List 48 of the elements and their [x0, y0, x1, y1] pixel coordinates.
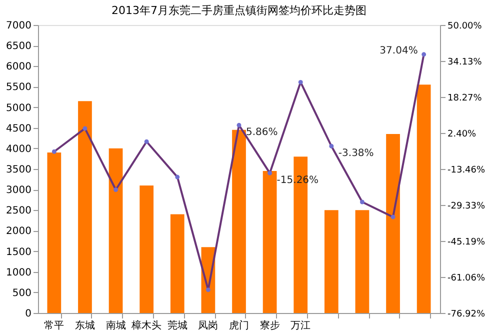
x-tick-label: 万江 [290, 320, 311, 332]
chart-title: 2013年7月东莞二手房重点镇街网签均价环比走势图 [112, 4, 366, 17]
y-tick-label: 4000 [6, 144, 32, 155]
x-tick-label: 寮步 [260, 320, 280, 332]
y2-tick-label: -29.33% [448, 202, 486, 212]
data-label: 37.04% [380, 45, 418, 56]
y-tick-label: 7000 [6, 20, 32, 32]
data-label: -3.38% [338, 148, 374, 160]
x-tick-label: 常平 [44, 320, 64, 332]
y2-tick-label: -61.06% [448, 274, 486, 284]
y2-tick-label: 50.00% [448, 22, 482, 32]
x-tick-label: 莞城 [167, 320, 188, 332]
bar [324, 210, 338, 313]
y-tick-label: 5000 [6, 102, 32, 114]
y-tick-label: 2000 [6, 226, 32, 238]
bar [140, 185, 154, 313]
y2-tick-label: 18.27% [448, 94, 482, 104]
y-tick-label: 5500 [6, 82, 32, 94]
y-tick-label: 4500 [6, 123, 32, 134]
bar [108, 148, 123, 313]
y-tick-label: 1000 [6, 267, 32, 278]
bar [386, 134, 400, 313]
y2-tick-label: -76.92% [448, 310, 486, 320]
x-tick-label: 凤岗 [198, 320, 218, 332]
y-tick-label: 2500 [6, 206, 32, 217]
y-tick-label: 6500 [6, 41, 32, 52]
y-tick-label: 1500 [6, 246, 32, 258]
data-label: 5.86% [246, 127, 278, 138]
x-tick-label: 虎门 [229, 320, 249, 332]
y-tick-label: 0 [25, 308, 32, 320]
x-tick-label: 樟木头 [130, 320, 162, 332]
y-tick-label: 6000 [6, 62, 32, 73]
bar [78, 101, 92, 313]
x-tick-label: 南城 [106, 320, 126, 332]
x-tick-label: 东城 [74, 320, 95, 332]
bar [355, 210, 370, 313]
bar [47, 152, 62, 313]
y-tick-label: 3500 [6, 164, 32, 176]
bar [170, 214, 184, 313]
bar [262, 171, 277, 313]
bar [416, 84, 431, 313]
y-tick-label: 500 [12, 288, 32, 299]
y2-tick-label: -45.19% [448, 238, 486, 248]
bar [232, 130, 246, 313]
y2-tick-label: 34.13% [448, 58, 482, 68]
y-tick-label: 3000 [6, 185, 32, 196]
y2-tick-label: 2.40% [448, 130, 477, 140]
y2-tick-label: -13.46% [448, 166, 486, 176]
